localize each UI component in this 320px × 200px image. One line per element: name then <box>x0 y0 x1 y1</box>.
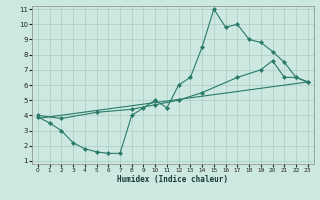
X-axis label: Humidex (Indice chaleur): Humidex (Indice chaleur) <box>117 175 228 184</box>
